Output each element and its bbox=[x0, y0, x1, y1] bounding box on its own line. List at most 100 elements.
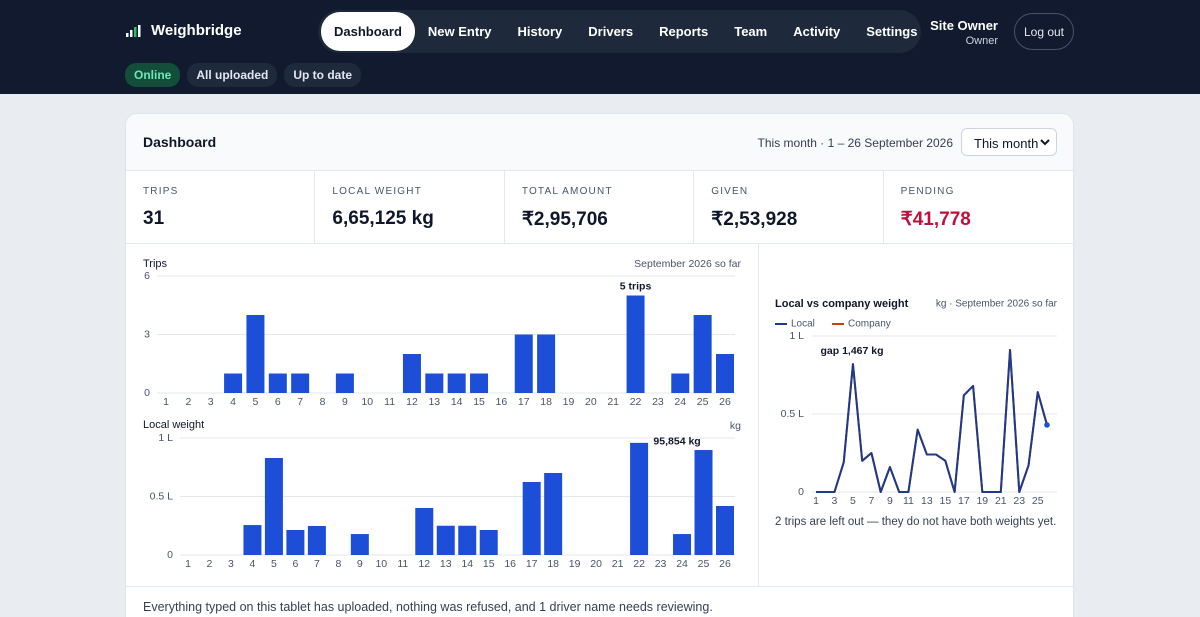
x-tick-label: 20 bbox=[585, 396, 597, 408]
x-tick-label: 6 bbox=[275, 396, 281, 408]
x-tick-label: 25 bbox=[697, 396, 709, 408]
x-tick-label: 20 bbox=[590, 558, 602, 570]
bar bbox=[335, 373, 354, 393]
annotation: 5 trips bbox=[620, 280, 652, 292]
chart-subtitle: September 2026 so far bbox=[634, 258, 741, 270]
bar bbox=[626, 295, 645, 393]
logout-button[interactable]: Log out bbox=[1014, 13, 1074, 50]
x-tick-label: 17 bbox=[526, 558, 538, 570]
range-select[interactable]: This month bbox=[961, 128, 1057, 156]
nav-item[interactable]: Drivers bbox=[588, 24, 634, 39]
status-pill: Online bbox=[125, 63, 181, 87]
x-tick-label: 21 bbox=[612, 558, 624, 570]
chart-subtitle: kg · September 2026 so far bbox=[936, 299, 1058, 310]
nav-item[interactable]: Reports bbox=[659, 24, 709, 39]
bar bbox=[671, 373, 690, 393]
x-tick-label: 18 bbox=[540, 396, 552, 408]
status-pills: Online All uploaded Up to date bbox=[125, 63, 362, 87]
x-tick-label: 2 bbox=[185, 396, 191, 408]
stat-label: GIVEN bbox=[711, 186, 749, 197]
select-text: This month bbox=[974, 136, 1039, 151]
stat-label: PENDING bbox=[900, 186, 955, 197]
x-tick-label: 16 bbox=[496, 396, 508, 408]
x-tick-label: 25 bbox=[698, 558, 710, 570]
x-tick-label: 4 bbox=[250, 558, 256, 570]
bar bbox=[479, 529, 498, 555]
x-tick-label: 1 bbox=[185, 558, 191, 570]
x-tick-label: 15 bbox=[483, 558, 495, 570]
x-tick-label: 12 bbox=[406, 396, 418, 408]
x-tick-label: 1 bbox=[813, 495, 819, 507]
x-tick-label: 24 bbox=[676, 558, 688, 570]
bar bbox=[402, 354, 421, 393]
x-tick-label: 16 bbox=[504, 558, 516, 570]
x-tick-label: 17 bbox=[518, 396, 530, 408]
x-tick-label: 17 bbox=[958, 495, 970, 507]
nav-item[interactable]: New Entry bbox=[427, 24, 492, 39]
panel-header: Dashboard This month · 1 – 26 September … bbox=[126, 114, 1073, 171]
footnote: 2 trips are left out — they do not have … bbox=[775, 516, 1056, 528]
x-tick-label: 11 bbox=[903, 495, 914, 507]
y-tick-label: 0 bbox=[167, 549, 173, 561]
stat-value: ₹2,95,706 bbox=[521, 209, 608, 230]
x-tick-label: 11 bbox=[384, 396, 395, 408]
x-tick-label: 6 bbox=[292, 558, 298, 570]
nav: Dashboard New Entry History Drivers Repo… bbox=[318, 10, 921, 53]
x-tick-label: 8 bbox=[335, 558, 341, 570]
bar bbox=[436, 525, 455, 555]
x-tick-label: 22 bbox=[630, 396, 642, 408]
x-tick-label: 8 bbox=[320, 396, 326, 408]
stats: TRIPS 31 LOCAL WEIGHT 6,65,125 kg TOTAL AM… bbox=[126, 171, 1073, 244]
status-pill: Up to date bbox=[284, 63, 362, 87]
chevron bbox=[1040, 139, 1050, 146]
bar bbox=[291, 373, 310, 393]
stat-value: 31 bbox=[143, 208, 165, 229]
x-tick-label: 3 bbox=[832, 495, 838, 507]
bar bbox=[447, 373, 466, 393]
bar bbox=[716, 505, 734, 555]
bar bbox=[630, 442, 649, 555]
nav-item[interactable]: History bbox=[517, 24, 563, 39]
nav-item[interactable]: Team bbox=[734, 24, 768, 39]
unit-label: kg bbox=[730, 420, 741, 432]
x-tick-label: 26 bbox=[719, 396, 731, 408]
x-tick-label: 26 bbox=[719, 558, 731, 570]
nav-item[interactable]: Settings bbox=[866, 24, 918, 39]
y-tick-label: 0 bbox=[798, 486, 804, 498]
chart-title: Trips bbox=[143, 258, 168, 270]
nav-item[interactable]: Dashboard bbox=[321, 12, 415, 51]
x-tick-label: 14 bbox=[461, 558, 473, 570]
x-tick-label: 14 bbox=[451, 396, 463, 408]
x-tick-label: 9 bbox=[342, 396, 348, 408]
panel-title: Dashboard bbox=[143, 134, 217, 150]
x-tick-label: 3 bbox=[208, 396, 214, 408]
x-tick-label: 5 bbox=[850, 495, 856, 507]
y-tick-label: 6 bbox=[144, 270, 150, 282]
x-tick-label: 9 bbox=[357, 558, 363, 570]
x-tick-label: 19 bbox=[976, 495, 988, 507]
x-tick-label: 13 bbox=[440, 558, 452, 570]
bar bbox=[544, 472, 563, 555]
x-tick-label: 23 bbox=[655, 558, 667, 570]
bar bbox=[470, 373, 489, 393]
bar bbox=[458, 525, 477, 555]
nav-item[interactable]: Activity bbox=[793, 24, 841, 39]
x-tick-label: 7 bbox=[297, 396, 303, 408]
bar bbox=[246, 315, 265, 393]
panel: Dashboard This month · 1 – 26 September … bbox=[125, 113, 1074, 617]
annotation: gap 1,467 kg bbox=[820, 345, 883, 357]
user: Site Owner Owner bbox=[930, 18, 998, 47]
bar bbox=[264, 458, 283, 555]
bar bbox=[243, 525, 262, 555]
x-tick-label: 21 bbox=[607, 396, 619, 408]
x-tick-label: 2 bbox=[207, 558, 213, 570]
bar bbox=[286, 529, 305, 555]
stat-label: TRIPS bbox=[143, 186, 179, 197]
x-tick-label: 3 bbox=[228, 558, 234, 570]
brand: Weighbridge bbox=[126, 22, 242, 39]
bar bbox=[694, 450, 713, 555]
bar bbox=[537, 334, 556, 393]
legend-label: Local bbox=[791, 319, 815, 330]
stat-value: ₹2,53,928 bbox=[711, 209, 798, 230]
x-tick-label: 25 bbox=[1032, 495, 1044, 507]
